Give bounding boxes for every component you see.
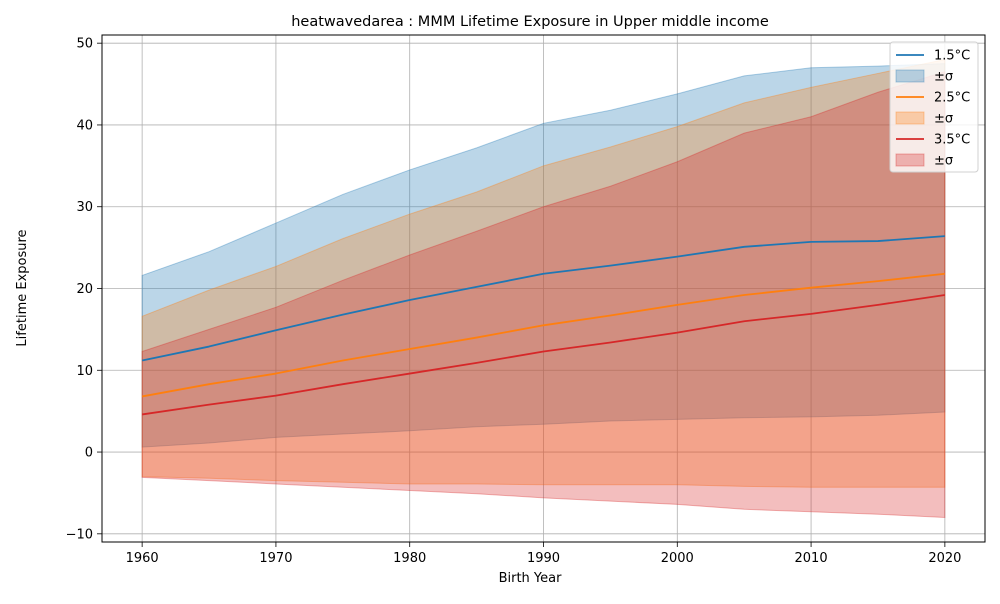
legend-label: 3.5°C xyxy=(934,133,970,148)
y-tick-label: 20 xyxy=(76,282,93,297)
x-axis-label: Birth Year xyxy=(499,571,563,586)
legend-band-swatch xyxy=(895,69,925,83)
band-area-series-3 xyxy=(141,71,946,518)
x-tick-label: 2010 xyxy=(795,551,828,566)
x-tick-label: 1980 xyxy=(393,551,426,566)
y-axis-label: Lifetime Exposure xyxy=(15,229,30,346)
y-tick-label: 50 xyxy=(76,37,93,52)
grid-lines xyxy=(102,35,985,542)
line-series-3 xyxy=(142,294,945,416)
legend-label: ±σ xyxy=(934,154,953,169)
x-tick-label: 1960 xyxy=(126,551,159,566)
chart-title: heatwavedarea : MMM Lifetime Exposure in… xyxy=(291,14,769,30)
band-area-series-1 xyxy=(141,63,946,448)
legend-band-swatch xyxy=(895,153,925,167)
x-tick-label: 2020 xyxy=(928,551,961,566)
legend-label: ±σ xyxy=(934,112,953,127)
legend-label: ±σ xyxy=(934,70,953,85)
y-tick-label: 10 xyxy=(76,364,93,379)
y-tick-label: 30 xyxy=(76,200,93,215)
x-tick-label: 1990 xyxy=(527,551,560,566)
y-tick-label: 0 xyxy=(85,446,93,461)
y-tick-label: 40 xyxy=(76,118,93,133)
y-tick-label: −10 xyxy=(66,527,93,542)
legend-label: 1.5°C xyxy=(934,49,970,64)
x-tick-label: 1970 xyxy=(259,551,292,566)
line-series-1 xyxy=(141,235,945,362)
x-axis: 1960 1970 1980 1990 2000 2010 2020 xyxy=(126,542,961,566)
legend-label: 2.5°C xyxy=(934,91,970,106)
legend: 1.5°C ±σ 2.5°C ±σ 3.5°C ±σ xyxy=(889,41,979,173)
line-layer xyxy=(141,235,945,416)
legend-band-swatch xyxy=(895,111,925,125)
line-series-2 xyxy=(141,272,945,398)
y-axis: −10 0 10 20 30 40 50 xyxy=(66,37,102,542)
x-tick-label: 2000 xyxy=(661,551,694,566)
